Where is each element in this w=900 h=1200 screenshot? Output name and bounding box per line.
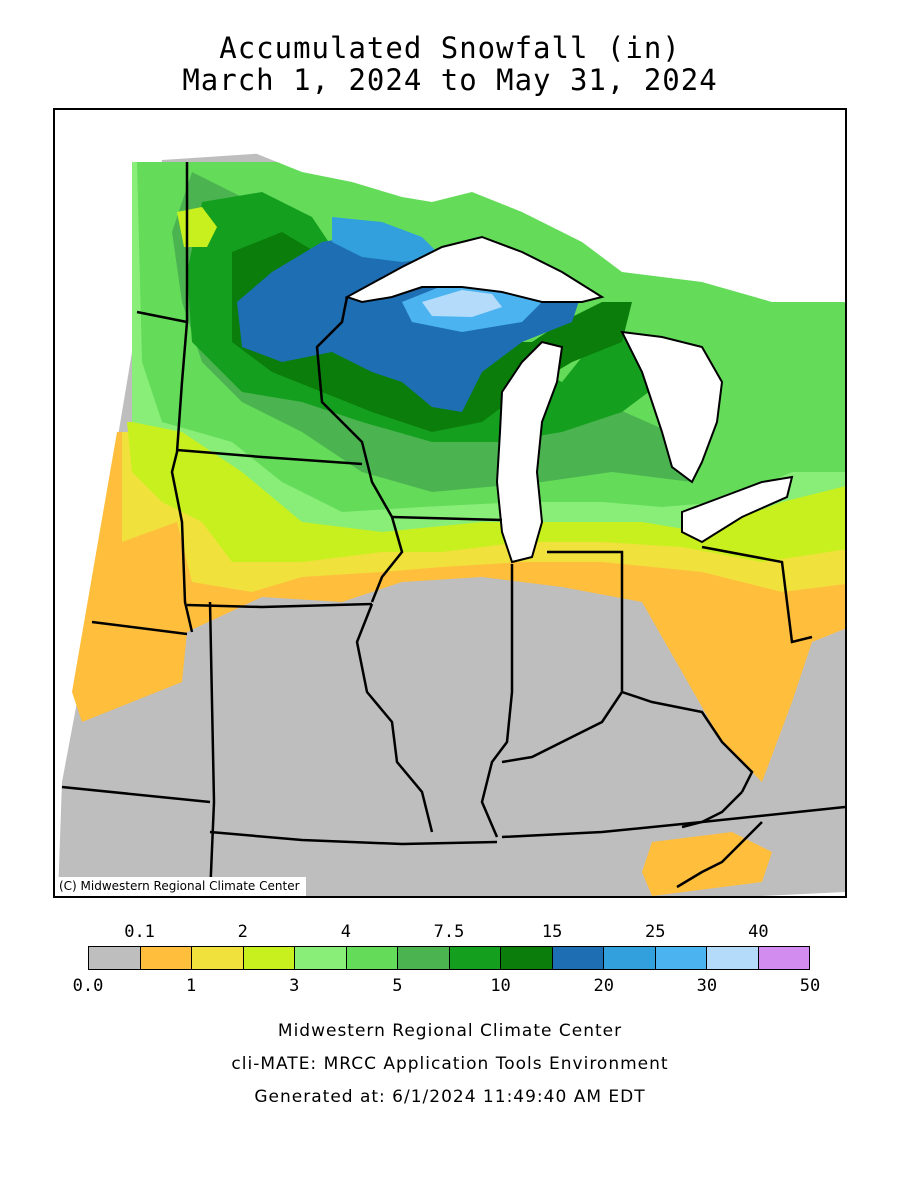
legend-swatch	[192, 947, 244, 969]
legend-tick-label: 0.0	[72, 976, 104, 996]
legend-tick-label: 40	[748, 922, 769, 942]
legend-swatch	[707, 947, 759, 969]
legend-swatch	[295, 947, 347, 969]
copyright-label: (C) Midwestern Regional Climate Center	[55, 877, 306, 896]
map-title: Accumulated Snowfall (in)	[219, 31, 681, 65]
legend-tick-label: 30	[696, 976, 718, 996]
legend-swatch	[758, 947, 809, 969]
legend-swatch	[604, 947, 656, 969]
legend-swatch	[243, 947, 295, 969]
legend-tick-label: 0.1	[124, 922, 155, 942]
legend-tick-label: 3	[289, 976, 300, 996]
legend-tick-label: 15	[541, 922, 563, 942]
legend-swatch	[346, 947, 398, 969]
snow-band-30-40in	[422, 290, 502, 317]
legend-tick-label: 5	[392, 976, 403, 996]
lake-michigan	[495, 340, 564, 564]
lake-huron	[620, 330, 724, 484]
legend-tick-label: 2	[237, 922, 248, 942]
snowfall-map: (C) Midwestern Regional Climate Center	[53, 108, 847, 898]
legend-tick-label: 7.5	[433, 922, 465, 942]
lake-superior	[344, 235, 605, 304]
legend-swatch	[89, 947, 141, 969]
legend-swatch	[501, 947, 553, 969]
legend-tick-label: 20	[593, 976, 614, 996]
snow-band-1in-ky	[642, 832, 772, 896]
footer-generated: Generated at: 6/1/2024 11:49:40 AM EDT	[254, 1087, 646, 1107]
legend-swatch	[140, 947, 192, 969]
state-boundaries	[61, 162, 845, 896]
snow-band-20-25in	[332, 217, 442, 262]
legend-tick-label: 1	[186, 976, 197, 996]
legend-swatch	[398, 947, 450, 969]
legend-tick-label: 10	[490, 976, 511, 996]
map-date-range: March 1, 2024 to May 31, 2024	[182, 63, 718, 97]
canada-area	[252, 112, 845, 302]
footer-tool: cli-MATE: MRCC Application Tools Environ…	[231, 1054, 669, 1074]
legend-tick-label: 4	[340, 922, 351, 942]
legend-swatch	[552, 947, 604, 969]
legend-swatch	[449, 947, 501, 969]
legend-tick-label: 50	[799, 976, 821, 996]
footer-org: Midwestern Regional Climate Center	[277, 1021, 623, 1041]
legend-tick-label: 25	[645, 922, 666, 942]
lake-erie	[681, 475, 794, 544]
legend-swatch	[655, 947, 707, 969]
color-legend	[88, 946, 810, 970]
